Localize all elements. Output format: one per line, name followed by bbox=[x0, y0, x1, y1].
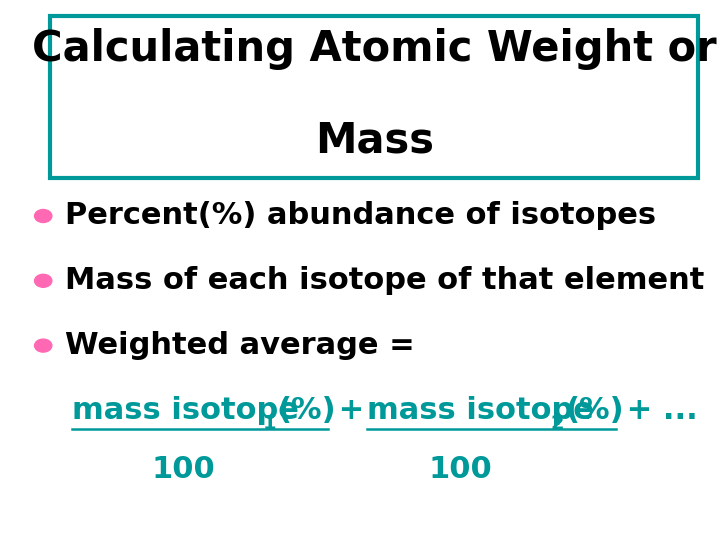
FancyBboxPatch shape bbox=[50, 16, 698, 178]
Text: Mass: Mass bbox=[315, 119, 434, 161]
Text: +: + bbox=[328, 396, 374, 425]
Circle shape bbox=[35, 339, 52, 352]
Text: Calculating Atomic Weight or: Calculating Atomic Weight or bbox=[32, 28, 716, 70]
Text: Percent(%) abundance of isotopes: Percent(%) abundance of isotopes bbox=[65, 201, 656, 231]
Text: 2: 2 bbox=[551, 414, 564, 434]
Circle shape bbox=[35, 210, 52, 222]
Text: Mass of each isotope of that element: Mass of each isotope of that element bbox=[65, 266, 704, 295]
Text: mass isotope: mass isotope bbox=[72, 396, 299, 425]
Text: 100: 100 bbox=[429, 455, 492, 484]
Text: Weighted average =: Weighted average = bbox=[65, 331, 426, 360]
Circle shape bbox=[35, 274, 52, 287]
Text: 100: 100 bbox=[152, 455, 215, 484]
Text: (%): (%) bbox=[565, 396, 624, 425]
Text: + ...: + ... bbox=[616, 396, 698, 425]
Text: (%): (%) bbox=[277, 396, 336, 425]
Text: 1: 1 bbox=[263, 414, 276, 434]
Text: mass isotope: mass isotope bbox=[367, 396, 594, 425]
